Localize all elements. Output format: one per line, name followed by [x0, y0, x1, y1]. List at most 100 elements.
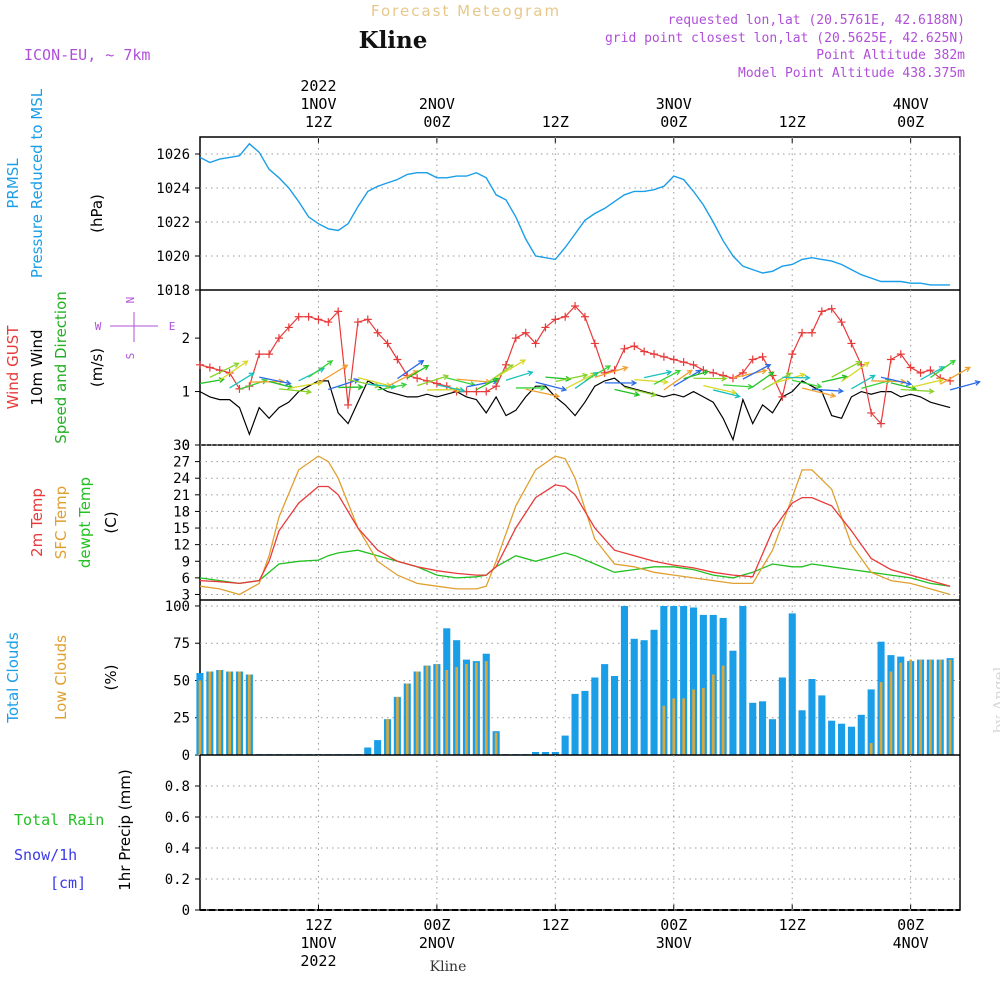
wind-arrow-head	[423, 364, 430, 371]
low-cloud-bar	[721, 665, 725, 755]
low-cloud-bar	[405, 683, 409, 755]
panel-unit: (hPa)	[88, 194, 106, 233]
low-cloud-bar	[475, 662, 478, 755]
precip-label-rain: Total Rain	[14, 811, 104, 829]
bottom-time-label: 00Z	[660, 916, 687, 934]
gust-marker	[916, 368, 925, 377]
total-cloud-bar	[808, 679, 816, 755]
wind-arrow-head	[604, 365, 612, 371]
wind-direction-arrow	[801, 387, 836, 397]
y-tick-label: 1018	[156, 283, 190, 299]
gust-marker	[817, 307, 826, 316]
y-tick-label: 30	[173, 438, 190, 454]
gust-marker	[580, 312, 589, 321]
wind-direction-arrow	[219, 360, 248, 381]
2m-temp-line	[199, 484, 951, 587]
gust-marker	[837, 318, 846, 327]
wind-arrow-head	[218, 377, 225, 384]
wind-direction-arrow	[742, 364, 771, 380]
total-cloud-bar	[620, 606, 628, 755]
low-cloud-bar	[879, 682, 883, 755]
gust-marker	[274, 334, 283, 343]
panel-pressure: 1018 1020 1022 1024 1026 PRMSL Pressure Reduce…	[4, 88, 960, 299]
total-cloud-bar	[611, 676, 619, 755]
wind-direction-arrow	[367, 383, 396, 388]
bottom-time-label: 00Z	[423, 916, 450, 934]
gust-marker	[748, 355, 757, 364]
wind-direction-arrow	[653, 370, 681, 385]
top-time-label: 12Z	[779, 113, 806, 131]
low-cloud-bar	[396, 696, 399, 755]
wind-direction-arrow	[584, 365, 611, 382]
panel-label: 2m Temp	[28, 488, 46, 557]
wind-arrow-head	[650, 391, 658, 398]
wind-arrow-head	[686, 369, 693, 376]
wind-arrow-head	[285, 379, 292, 386]
gust-marker	[590, 339, 599, 348]
wind-arrow-head	[327, 360, 334, 366]
wind-arrow-head	[761, 368, 768, 375]
wind-direction-arrow	[476, 377, 499, 391]
total-cloud-bar	[867, 689, 875, 755]
wind-direction-arrow	[535, 381, 567, 391]
total-cloud-bar	[670, 606, 678, 755]
wind-arrow-head	[674, 369, 682, 376]
total-cloud-bar	[690, 607, 698, 755]
gust-marker	[334, 307, 343, 316]
wind-arrow-head	[374, 382, 381, 389]
wind-gust-line	[199, 305, 951, 425]
panel-label: Wind GUST	[4, 325, 22, 410]
total-cloud-bar	[749, 702, 757, 755]
top-time-label: 00Z	[660, 113, 687, 131]
wind-arrow-head	[342, 364, 349, 370]
wind-arrow-head	[418, 359, 425, 366]
wind-direction-arrow	[456, 378, 491, 383]
y-tick-label: 27	[173, 455, 190, 471]
total-cloud-bar	[660, 606, 668, 755]
panel-unit: 1hr Precip (mm)	[116, 769, 134, 890]
wind-direction-arrow	[209, 362, 239, 378]
compass-west: W	[95, 320, 102, 333]
bottom-time-label: 3NOV	[656, 934, 692, 952]
low-cloud-bar	[899, 662, 903, 755]
total-cloud-bar	[532, 752, 540, 755]
wind-arrow-head	[560, 386, 568, 392]
wind-direction-arrow	[949, 381, 980, 391]
gust-marker	[798, 328, 807, 337]
wind-arrow-head	[278, 378, 285, 385]
gust-marker	[363, 315, 372, 324]
precip-label-snow: Snow/1h	[14, 846, 77, 864]
bottom-time-label: 4NOV	[893, 934, 929, 952]
model-label: ICON-EU, ~ 7km	[24, 46, 150, 64]
gust-marker	[669, 355, 678, 364]
wind-arrow-head	[662, 378, 669, 385]
gust-marker	[294, 312, 303, 321]
wind-direction-arrow	[318, 364, 348, 384]
gust-marker	[640, 347, 649, 356]
total-cloud-bar	[551, 752, 559, 755]
y-tick-label: 100	[165, 599, 190, 615]
low-cloud-bar	[919, 659, 922, 755]
panel-label: Pressure Reduced to MSL	[28, 88, 46, 278]
low-cloud-bar	[218, 670, 222, 755]
model-altitude: Model Point Altitude 438.375m	[738, 66, 965, 81]
total-cloud-bar	[838, 723, 846, 755]
y-tick-label: 1020	[156, 249, 190, 265]
wind-direction-arrow	[406, 364, 429, 379]
grid-point-coords: grid point closest lon,lat (20.5625E, 42…	[605, 31, 965, 46]
wind-arrow-head	[937, 377, 945, 384]
wind-arrow-head	[633, 391, 641, 397]
low-cloud-bar	[909, 659, 912, 755]
gust-marker	[304, 312, 313, 321]
wind-arrow-head	[442, 374, 450, 380]
bottom-time-label: 2022	[300, 952, 336, 970]
wind-arrow-head	[830, 392, 837, 399]
gust-marker	[541, 323, 550, 332]
low-cloud-bar	[208, 671, 212, 755]
top-time-label: 00Z	[423, 113, 450, 131]
wind-arrow-head	[768, 371, 775, 378]
low-cloud-bar	[869, 743, 873, 755]
top-time-label: 12Z	[305, 113, 332, 131]
gust-marker	[551, 315, 560, 324]
